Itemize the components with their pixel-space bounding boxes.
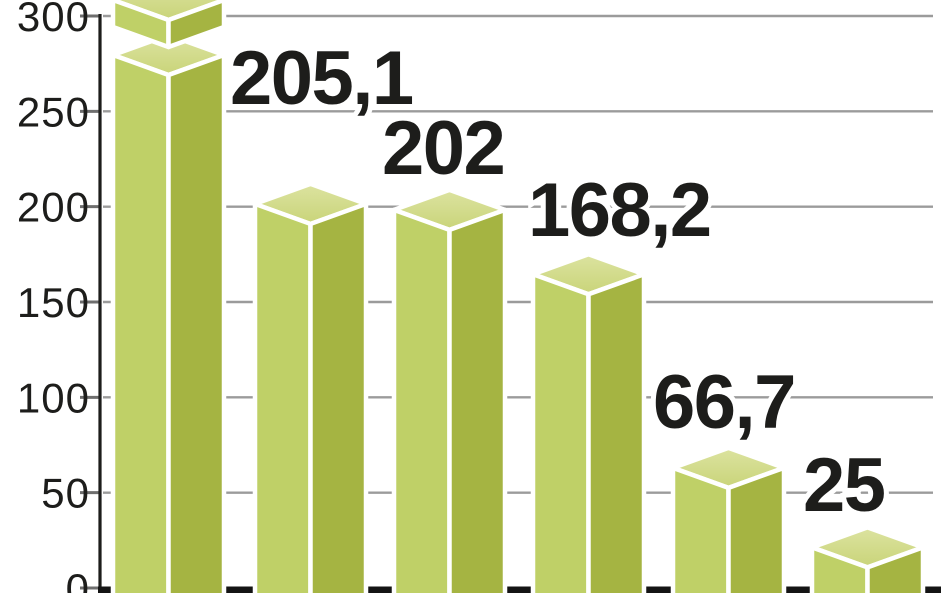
bar-1-break-upper-piece xyxy=(110,0,227,50)
bar-4 xyxy=(530,252,647,593)
value-label: 66,7 xyxy=(653,360,795,445)
bar-6-front-face xyxy=(809,545,870,593)
y-axis-tick-label: 150 xyxy=(17,279,90,326)
bar-6 xyxy=(809,525,926,593)
value-label: 205,1 xyxy=(230,36,413,121)
bar-1-lower-side-face xyxy=(166,52,227,593)
bar-4-front-face xyxy=(530,272,591,593)
value-label: 25 xyxy=(803,443,885,528)
bar-5-front-face xyxy=(670,465,731,593)
bar-1 xyxy=(110,0,227,593)
bar-1-upper-side-face xyxy=(166,0,227,50)
bar-3-side-face xyxy=(447,207,508,593)
bar-6-side-face xyxy=(865,545,926,593)
y-axis-tick-label: 200 xyxy=(17,184,90,231)
bar-1-lower-front-face xyxy=(110,52,171,593)
bar-5 xyxy=(670,445,787,593)
bar-2-side-face xyxy=(308,201,369,593)
y-axis-tick-label: 100 xyxy=(17,374,90,421)
bar-5-side-face xyxy=(726,465,787,593)
bar-2 xyxy=(252,181,369,593)
value-label: 202 xyxy=(382,106,504,191)
y-axis-tick-label: 300 xyxy=(17,0,90,40)
bar-2-front-face xyxy=(252,201,313,593)
bar-4-side-face xyxy=(586,272,647,593)
y-axis-tick-label: 0 xyxy=(66,565,90,593)
value-label: 168,2 xyxy=(528,168,711,253)
bar-3 xyxy=(391,187,508,593)
y-axis-tick-label: 50 xyxy=(41,470,90,517)
y-axis-tick-label: 250 xyxy=(17,88,90,135)
bar-3-front-face xyxy=(391,207,452,593)
